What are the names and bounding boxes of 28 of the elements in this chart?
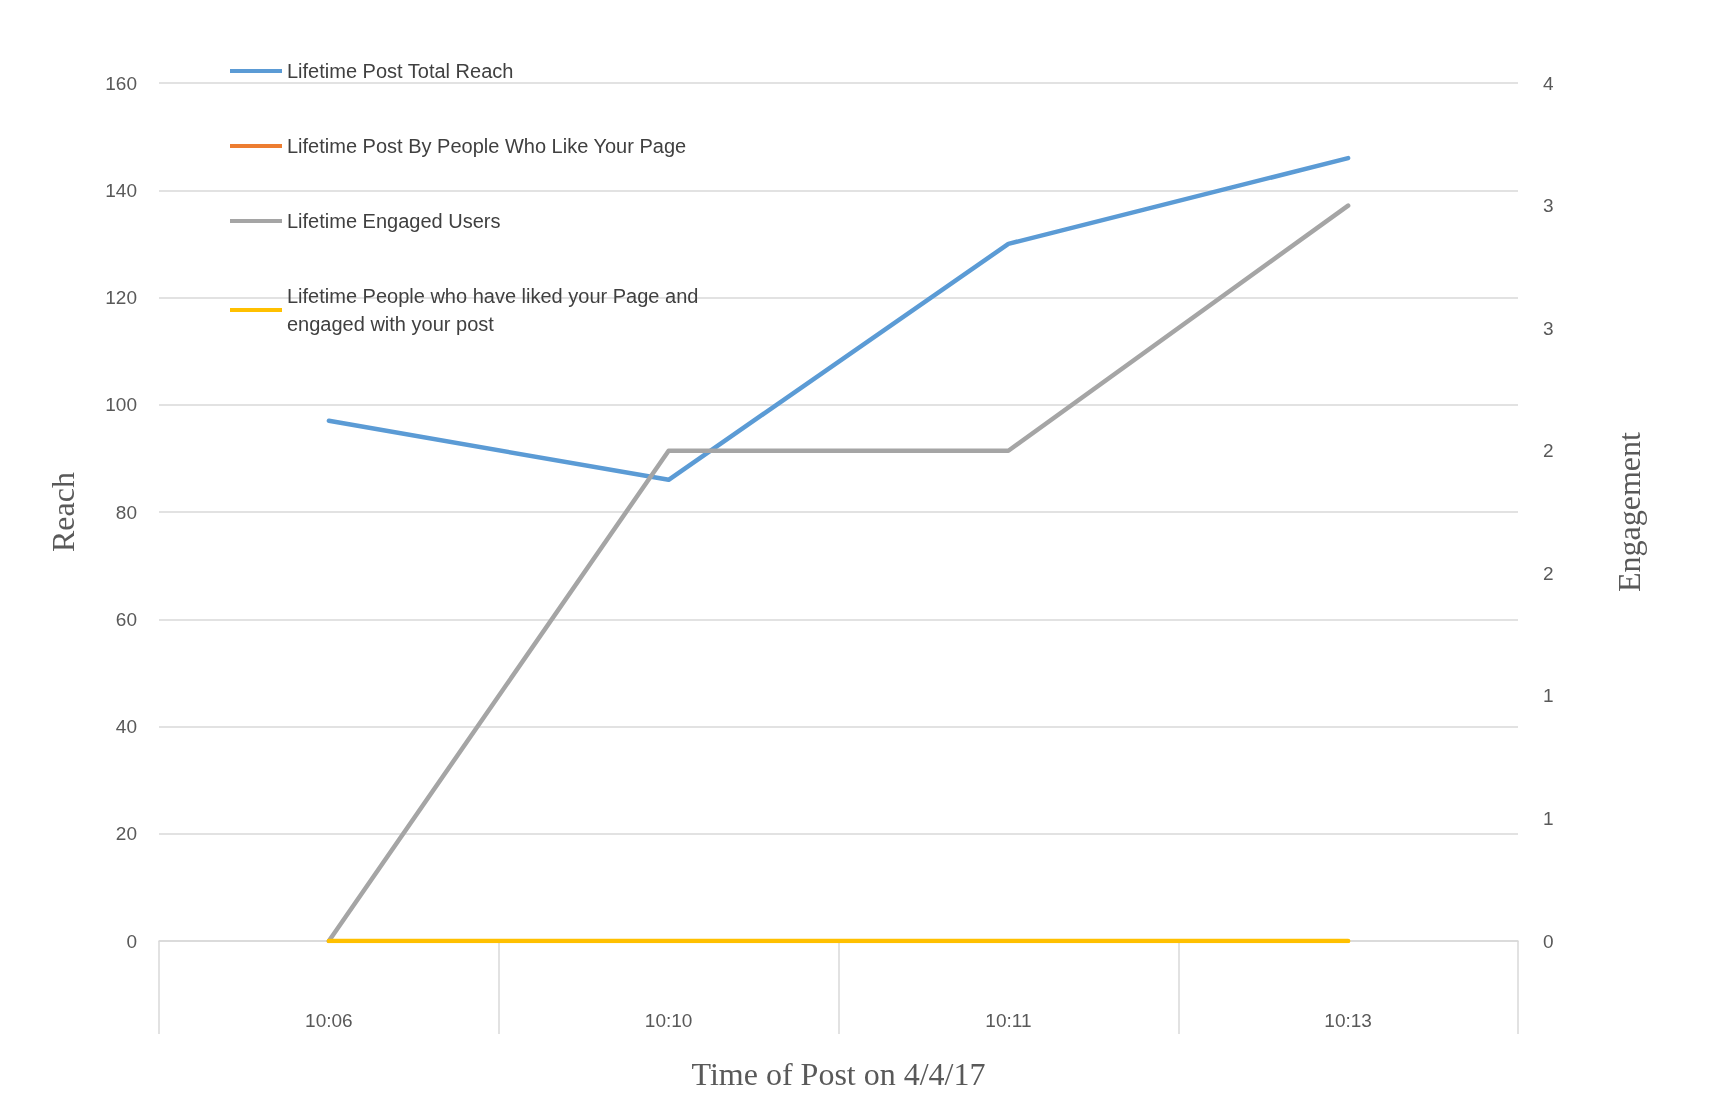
y2-tick-label: 1	[1543, 685, 1554, 707]
legend-label: Lifetime Post Total Reach	[287, 60, 514, 82]
y-tick-label: 140	[105, 179, 137, 201]
x-tick-label: 10:11	[985, 1010, 1032, 1031]
legend-label: Lifetime Engaged Users	[287, 210, 501, 232]
y-tick-label: 40	[115, 716, 137, 737]
y-tick-label: 160	[105, 72, 137, 94]
legend-label: Lifetime People who have liked your Page and engaged with your post	[287, 285, 704, 335]
y2-axis-title: Engagement	[1611, 431, 1647, 592]
y2-tick-label: 4	[1543, 72, 1554, 94]
y-axis-title: Reach	[45, 472, 81, 552]
legend-label: Lifetime Post By People Who Like Your Page	[287, 135, 687, 157]
y-tick-label: 80	[115, 501, 137, 523]
x-tick-label: 10:10	[644, 1010, 693, 1031]
y-tick-label: 60	[115, 608, 137, 630]
x-tick-label: 10:06	[305, 1010, 353, 1031]
y2-tick-label: 2	[1543, 440, 1554, 462]
y2-tick-label: 3	[1543, 195, 1554, 217]
x-axis-title: Time of Post on 4/4/17	[691, 1056, 986, 1092]
y-tick-label: 120	[105, 287, 137, 308]
y2-tick-label: 0	[1543, 930, 1554, 952]
y2-tick-label: 1	[1543, 807, 1554, 829]
y-tick-label: 0	[126, 930, 137, 952]
y2-tick-label: 3	[1543, 317, 1554, 339]
y2-tick-label: 2	[1543, 562, 1554, 584]
y-tick-label: 20	[115, 823, 137, 845]
x-tick-label: 10:13	[1324, 1010, 1372, 1031]
y-tick-label: 100	[105, 394, 137, 416]
